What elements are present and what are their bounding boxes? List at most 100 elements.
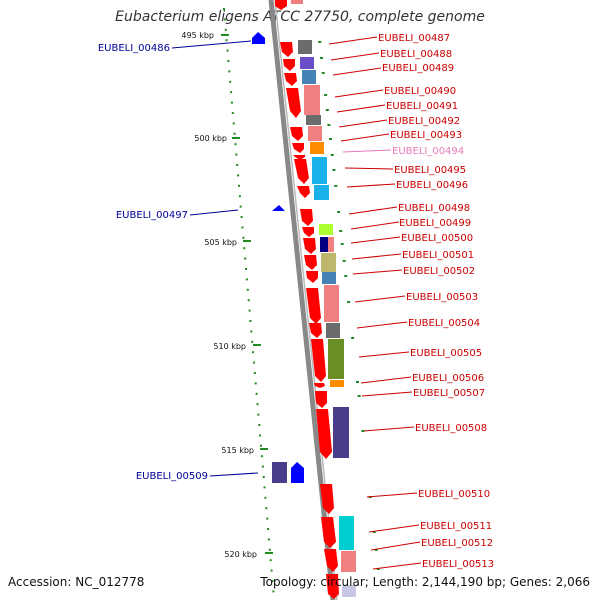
gene-label-reverse[interactable]: EUBELI_00486 bbox=[98, 43, 170, 54]
gene-arrow[interactable] bbox=[306, 271, 318, 283]
gene-arrow-reverse[interactable] bbox=[272, 205, 285, 211]
gene-arrow[interactable] bbox=[321, 517, 336, 548]
scale-dot bbox=[263, 486, 266, 489]
gene-arrow-reverse[interactable] bbox=[291, 462, 304, 483]
gene-arrow[interactable] bbox=[294, 159, 309, 184]
category-box bbox=[326, 323, 340, 338]
gene-label[interactable]: EUBELI_00489 bbox=[382, 63, 454, 74]
gene-label[interactable]: EUBELI_00491 bbox=[386, 101, 458, 112]
gene-arrow[interactable] bbox=[286, 88, 301, 118]
scale-dot bbox=[249, 320, 252, 322]
scale-dot bbox=[232, 122, 235, 125]
gene-label[interactable]: EUBELI_00503 bbox=[406, 292, 478, 303]
gene-label[interactable]: EUBELI_00496 bbox=[396, 180, 468, 191]
gene-label-reverse[interactable]: EUBELI_00509 bbox=[136, 471, 208, 482]
gene-arrow[interactable] bbox=[297, 186, 310, 198]
gene-arrow[interactable] bbox=[320, 484, 334, 514]
gene-arrow[interactable] bbox=[326, 574, 339, 599]
connector-dot bbox=[321, 72, 325, 74]
category-box bbox=[328, 237, 334, 252]
leader-line bbox=[370, 541, 421, 551]
category-box bbox=[312, 157, 327, 184]
scale-dot bbox=[233, 132, 236, 135]
gene-label-pseudo[interactable]: EUBELI_00494 bbox=[392, 146, 464, 157]
scale-dot bbox=[260, 455, 263, 458]
gene-arrow[interactable] bbox=[275, 0, 287, 10]
category-box bbox=[308, 126, 322, 141]
gene-arrow[interactable] bbox=[315, 391, 327, 408]
scale-dot bbox=[234, 143, 237, 146]
gene-label[interactable]: EUBELI_00502 bbox=[403, 266, 475, 277]
gene-arrow[interactable] bbox=[293, 155, 305, 160]
gene-label[interactable]: EUBELI_00492 bbox=[388, 116, 460, 127]
scale-dot bbox=[245, 268, 247, 270]
gene-label[interactable]: EUBELI_00511 bbox=[420, 521, 492, 532]
reverse-leader-lines bbox=[171, 40, 259, 477]
gene-label[interactable]: EUBELI_00487 bbox=[378, 33, 450, 44]
scale-dot bbox=[253, 372, 256, 374]
category-box bbox=[341, 551, 356, 572]
leader-line bbox=[351, 253, 402, 260]
leader-line bbox=[340, 133, 390, 142]
gene-arrow[interactable] bbox=[284, 73, 297, 86]
gene-label[interactable]: EUBELI_00490 bbox=[384, 86, 456, 97]
scale-dot bbox=[270, 569, 273, 572]
scale-dot bbox=[269, 559, 272, 562]
reverse-gene-labels: EUBELI_00486 EUBELI_00497 EUBELI_00509 bbox=[98, 43, 208, 482]
category-box bbox=[333, 407, 349, 458]
scale-dot bbox=[238, 184, 240, 187]
gene-label[interactable]: EUBELI_00498 bbox=[398, 203, 470, 214]
gene-arrow[interactable] bbox=[311, 339, 326, 382]
category-box bbox=[328, 339, 344, 379]
gene-arrow[interactable] bbox=[303, 238, 316, 254]
connector-dot bbox=[325, 109, 329, 111]
leader-line bbox=[358, 351, 410, 358]
gene-label[interactable]: EUBELI_00506 bbox=[412, 373, 484, 384]
genome-backbone bbox=[268, 0, 336, 600]
gene-label[interactable]: EUBELI_00500 bbox=[401, 233, 473, 244]
scale-dot bbox=[260, 444, 262, 447]
category-boxes bbox=[291, 0, 356, 597]
connector-dot bbox=[337, 211, 341, 213]
gene-arrow-reverse[interactable] bbox=[252, 32, 265, 44]
gene-arrow[interactable] bbox=[300, 209, 313, 226]
tick-label-515: 515 kbp bbox=[221, 446, 254, 455]
connector-dot bbox=[342, 260, 346, 262]
gene-label[interactable]: EUBELI_00501 bbox=[402, 250, 474, 261]
category-box bbox=[302, 70, 316, 84]
gene-label[interactable]: EUBELI_00495 bbox=[394, 165, 466, 176]
gene-label[interactable]: EUBELI_00493 bbox=[390, 130, 462, 141]
gene-arrow[interactable] bbox=[292, 143, 304, 153]
leader-line bbox=[330, 52, 380, 61]
gene-arrow[interactable] bbox=[302, 227, 314, 237]
leader-line bbox=[363, 426, 415, 432]
scale-dot bbox=[271, 580, 274, 582]
scale-dot bbox=[223, 18, 226, 21]
gene-arrow[interactable] bbox=[314, 383, 325, 388]
gene-label[interactable]: EUBELI_00508 bbox=[415, 423, 487, 434]
tick-label-510: 510 kbp bbox=[213, 342, 246, 351]
scale-dot bbox=[262, 476, 265, 478]
gene-label[interactable]: EUBELI_00510 bbox=[418, 489, 490, 500]
gene-arrow[interactable] bbox=[324, 549, 338, 572]
gene-arrow[interactable] bbox=[316, 409, 332, 459]
gene-label[interactable]: EUBELI_00507 bbox=[413, 388, 485, 399]
gene-label[interactable]: EUBELI_00488 bbox=[380, 49, 452, 60]
category-box bbox=[314, 185, 329, 200]
gene-label[interactable]: EUBELI_00504 bbox=[408, 318, 480, 329]
scale-dot bbox=[265, 507, 268, 510]
gene-arrow[interactable] bbox=[309, 323, 322, 338]
leader-line bbox=[344, 167, 394, 170]
gene-arrow[interactable] bbox=[280, 42, 293, 57]
scale-dot bbox=[223, 8, 225, 10]
gene-label-reverse[interactable]: EUBELI_00497 bbox=[116, 210, 188, 221]
gene-label[interactable]: EUBELI_00505 bbox=[410, 348, 482, 359]
gene-label[interactable]: EUBELI_00512 bbox=[421, 538, 493, 549]
gene-arrow[interactable] bbox=[290, 127, 303, 141]
gene-arrow[interactable] bbox=[304, 255, 317, 270]
gene-label[interactable]: EUBELI_00499 bbox=[399, 218, 471, 229]
gene-label[interactable]: EUBELI_00513 bbox=[422, 559, 494, 570]
gene-arrow[interactable] bbox=[306, 288, 321, 324]
scale-dot bbox=[230, 91, 233, 94]
gene-arrow[interactable] bbox=[283, 59, 295, 71]
